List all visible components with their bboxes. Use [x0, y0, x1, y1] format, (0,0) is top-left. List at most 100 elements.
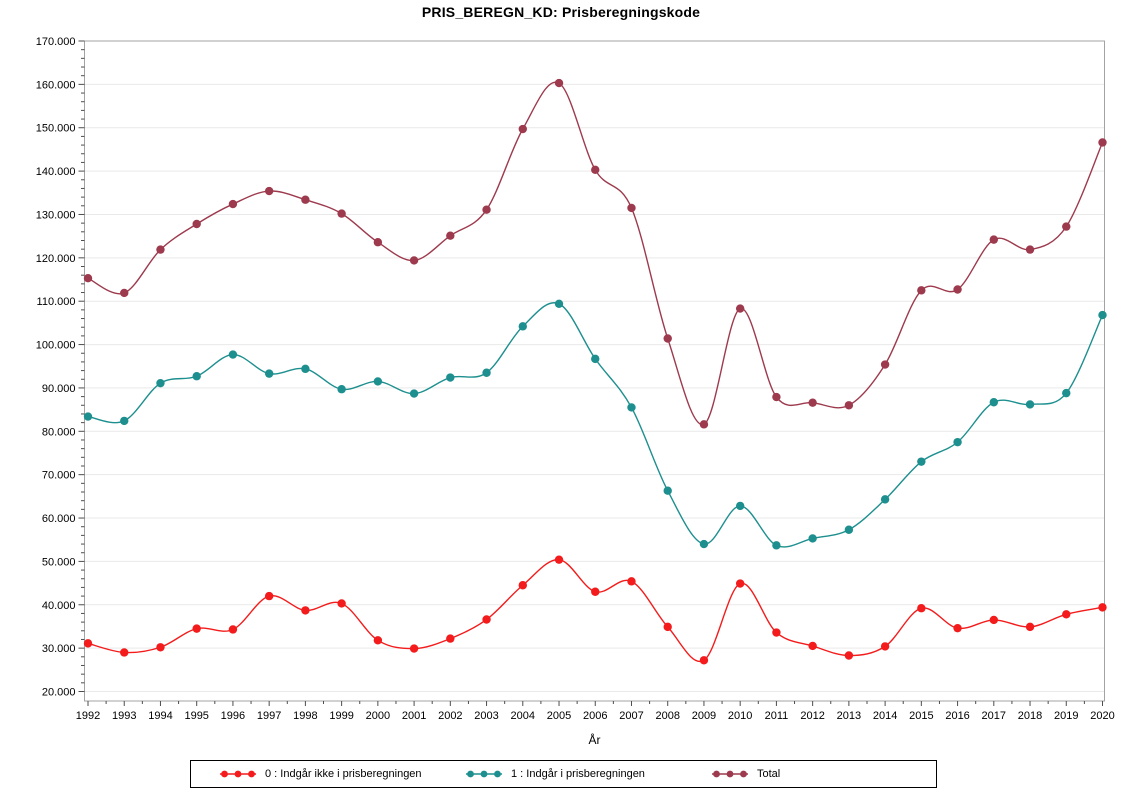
y-tick-label: 120.000 [36, 253, 76, 265]
plot-frame [84, 40, 1105, 702]
legend-line-marker-icon [220, 770, 256, 778]
x-tick-label: 2019 [1054, 710, 1078, 722]
legend: 0 : Indgår ikke i prisberegningen 1 : In… [190, 760, 937, 788]
x-tick-label: 2020 [1090, 710, 1114, 722]
data-point-marker [953, 623, 962, 633]
y-tick-label: 160.000 [36, 79, 76, 91]
x-tick-label: 2006 [583, 710, 607, 722]
y-tick-label: 40.000 [42, 600, 76, 612]
data-point-marker [1025, 400, 1035, 409]
y-tick-label: 20.000 [42, 687, 76, 699]
x-tick-label: 1998 [293, 710, 317, 722]
x-tick-label: 2017 [982, 710, 1006, 722]
data-point-marker [808, 641, 817, 651]
x-tick-label: 2008 [655, 710, 679, 722]
data-point-marker [699, 420, 709, 429]
data-point-marker [120, 648, 129, 657]
x-tick-label: 2001 [402, 710, 426, 722]
data-point-marker [663, 486, 672, 495]
legend-label: 0 : Indgår ikke i prisberegningen [265, 768, 422, 780]
data-point-marker [373, 636, 383, 645]
data-point-marker [917, 604, 926, 613]
data-point-marker [482, 205, 491, 214]
data-point-marker [663, 622, 672, 632]
data-point-marker [1062, 388, 1071, 398]
data-point-marker [228, 625, 238, 634]
data-point-marker [373, 377, 383, 386]
x-tick-label: 1993 [112, 710, 136, 722]
data-point-marker [917, 286, 926, 295]
data-point-marker [1062, 610, 1071, 619]
data-point-marker [446, 231, 455, 240]
data-point-marker [699, 656, 709, 665]
data-point-marker [337, 599, 346, 608]
x-tick-label: 2002 [438, 710, 462, 722]
data-point-marker [228, 199, 238, 209]
y-tick-label: 30.000 [42, 643, 76, 655]
series-1 [83, 299, 1107, 550]
data-point-marker [409, 256, 419, 265]
data-point-marker [772, 628, 781, 637]
data-point-marker [699, 539, 709, 549]
data-point-marker [1025, 245, 1035, 254]
chart-title: PRIS_BEREGN_KD: Prisberegningskode [421, 4, 701, 20]
data-point-marker [808, 534, 817, 543]
data-point-marker [554, 299, 564, 309]
data-point-marker [917, 457, 926, 466]
legend-item-series-0: 0 : Indgår ikke i prisberegningen [218, 768, 422, 780]
data-point-marker [156, 245, 165, 254]
data-point-marker [1098, 603, 1107, 612]
series-line [87, 558, 1103, 663]
data-point-marker [482, 368, 491, 377]
data-point-marker [953, 437, 962, 447]
data-point-marker [844, 401, 854, 410]
data-point-marker [83, 274, 93, 283]
x-tick-label: 1996 [221, 710, 245, 722]
y-tick-label: 150.000 [36, 123, 76, 135]
data-point-marker [446, 373, 455, 382]
data-point-marker [482, 615, 491, 624]
data-point-marker [120, 416, 129, 426]
x-tick-label: 2018 [1018, 710, 1042, 722]
x-tick-label: 2003 [474, 710, 498, 722]
x-tick-label: 1994 [148, 710, 172, 722]
data-point-marker [1062, 222, 1071, 231]
data-point-marker [953, 285, 962, 294]
legend-label: Total [757, 768, 781, 780]
series-line [87, 302, 1104, 548]
x-tick-label: 2010 [728, 710, 752, 722]
x-tick-label: 2000 [366, 710, 390, 722]
y-tick-label: 130.000 [36, 209, 76, 221]
data-point-marker [301, 606, 310, 615]
x-axis-label: År [588, 733, 601, 747]
data-point-marker [337, 209, 346, 218]
x-tick-label: 2015 [909, 710, 933, 722]
x-tick-label: 2014 [873, 710, 897, 722]
data-point-marker [518, 581, 527, 590]
data-point-marker [808, 398, 817, 407]
series-0 [83, 555, 1107, 665]
x-tick-label: 2012 [800, 710, 824, 722]
data-point-marker [192, 219, 201, 229]
data-point-marker [1098, 138, 1107, 147]
y-tick-label: 60.000 [42, 513, 76, 525]
series-line [87, 81, 1104, 426]
y-tick-label: 70.000 [42, 470, 76, 482]
data-point-marker [735, 304, 745, 313]
data-point-marker [554, 555, 564, 564]
y-tick-label: 90.000 [42, 383, 76, 395]
data-point-marker [373, 238, 383, 247]
data-point-marker [880, 495, 890, 504]
data-point-marker [627, 403, 636, 412]
x-tick-label: 2011 [765, 710, 789, 722]
y-axis: 170.000 160.000 150.000 140.000 130.000 120.0… [36, 36, 85, 699]
data-point-marker [156, 643, 165, 652]
x-tick-label: 1997 [257, 710, 281, 722]
data-point-marker [337, 385, 346, 394]
legend-item-series-1: 1 : Indgår i prisberegningen [464, 768, 645, 780]
x-tick-label: 1995 [184, 710, 208, 722]
data-point-marker [83, 639, 93, 648]
data-point-marker [409, 644, 419, 653]
data-point-marker [192, 372, 201, 381]
data-point-marker [989, 235, 999, 244]
